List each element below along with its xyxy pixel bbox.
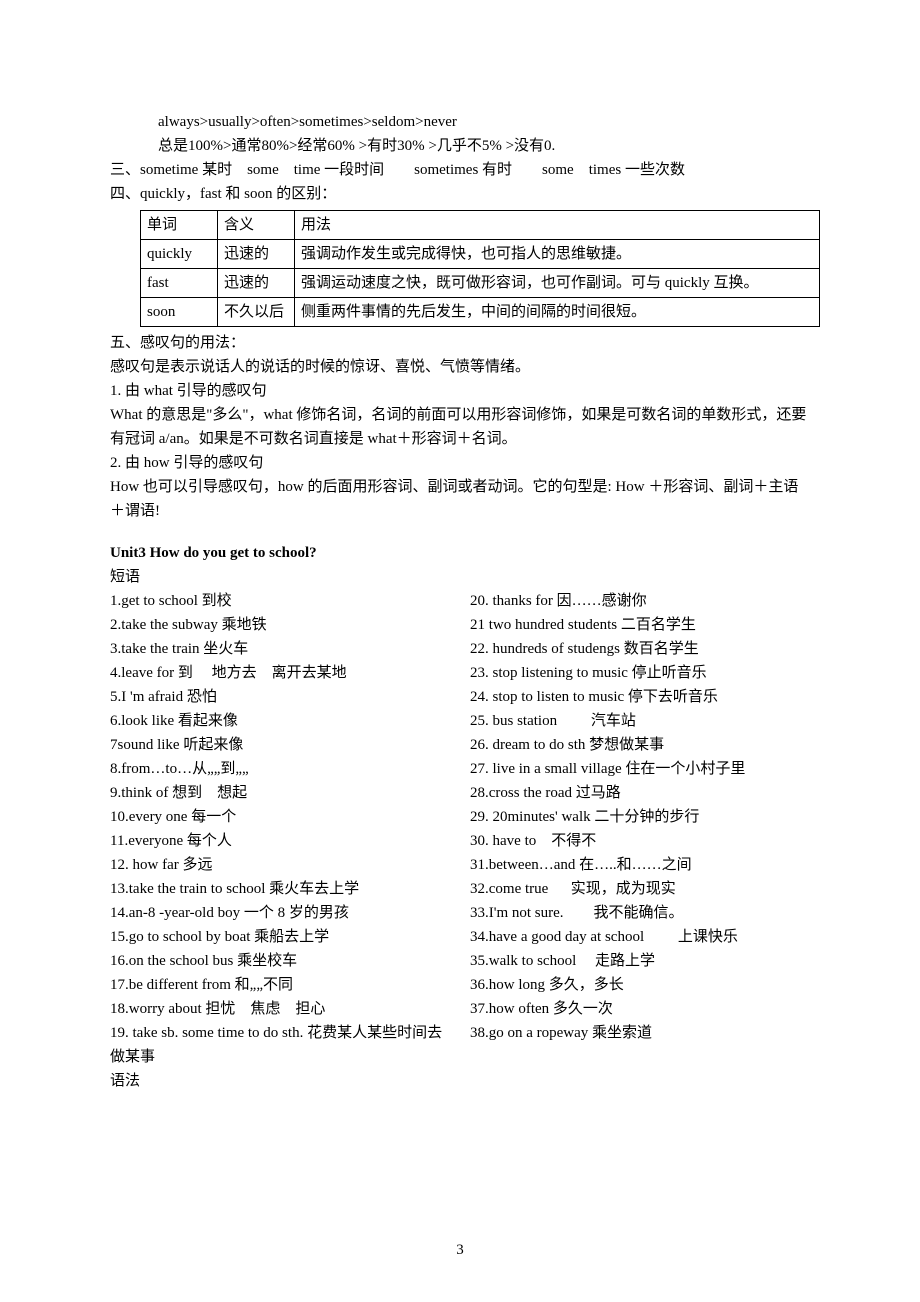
- table-header-meaning: 含义: [218, 211, 295, 240]
- unit3-phrases-label: 短语: [110, 565, 810, 589]
- point-4: 四、quickly，fast 和 soon 的区别：: [110, 182, 810, 206]
- list-item: 29. 20minutes' walk 二十分钟的步行: [470, 805, 810, 829]
- table-row: quickly 迅速的 强调动作发生或完成得快，也可指人的思维敏捷。: [141, 240, 820, 269]
- list-item: 30. have to 不得不: [470, 829, 810, 853]
- list-item: 35.walk to school 走路上学: [470, 949, 810, 973]
- list-item: 18.worry about 担忧 焦虑 担心: [110, 997, 450, 1021]
- table-header-word: 单词: [141, 211, 218, 240]
- unit3-right-column: 20. thanks for 因……感谢你 21 two hundred stu…: [470, 589, 810, 1069]
- list-item: 33.I'm not sure. 我不能确信。: [470, 901, 810, 925]
- cell-usage: 强调动作发生或完成得快，也可指人的思维敏捷。: [295, 240, 820, 269]
- list-item: 7sound like 听起来像: [110, 733, 450, 757]
- point-5-what-desc: What 的意思是"多么"，what 修饰名词，名词的前面可以用形容词修饰，如果…: [110, 403, 810, 451]
- list-item: 22. hundreds of studengs 数百名学生: [470, 637, 810, 661]
- table-row: soon 不久以后 侧重两件事情的先后发生，中间的间隔的时间很短。: [141, 298, 820, 327]
- list-item: 10.every one 每一个: [110, 805, 450, 829]
- point-5-how-desc: How 也可以引导感叹句，how 的后面用形容词、副词或者动词。它的句型是: H…: [110, 475, 810, 523]
- cell-meaning: 迅速的: [218, 269, 295, 298]
- list-item: 16.on the school bus 乘坐校车: [110, 949, 450, 973]
- list-item: 19. take sb. some time to do sth. 花费某人某些…: [110, 1021, 450, 1069]
- point-5-desc: 感叹句是表示说话人的说话的时候的惊讶、喜悦、气愤等情绪。: [110, 355, 810, 379]
- cell-meaning: 不久以后: [218, 298, 295, 327]
- cell-meaning: 迅速的: [218, 240, 295, 269]
- list-item: 15.go to school by boat 乘船去上学: [110, 925, 450, 949]
- cell-usage: 强调运动速度之快，既可做形容词，也可作副词。可与 quickly 互换。: [295, 269, 820, 298]
- list-item: 13.take the train to school 乘火车去上学: [110, 877, 450, 901]
- list-item: 24. stop to listen to music 停下去听音乐: [470, 685, 810, 709]
- list-item: 37.how often 多久一次: [470, 997, 810, 1021]
- table-row: fast 迅速的 强调运动速度之快，既可做形容词，也可作副词。可与 quickl…: [141, 269, 820, 298]
- list-item: 26. dream to do sth 梦想做某事: [470, 733, 810, 757]
- text-always-chain: always>usually>often>sometimes>seldom>ne…: [110, 110, 810, 134]
- list-item: 38.go on a ropeway 乘坐索道: [470, 1021, 810, 1045]
- list-item: 20. thanks for 因……感谢你: [470, 589, 810, 613]
- cell-word: quickly: [141, 240, 218, 269]
- list-item: 12. how far 多远: [110, 853, 450, 877]
- list-item: 11.everyone 每个人: [110, 829, 450, 853]
- point-5-title: 五、感叹句的用法：: [110, 331, 810, 355]
- text-percent-chain: 总是100%>通常80%>经常60% >有时30% >几乎不5% >没有0.: [110, 134, 810, 158]
- list-item: 34.have a good day at school 上课快乐: [470, 925, 810, 949]
- list-item: 27. live in a small village 住在一个小村子里: [470, 757, 810, 781]
- list-item: 9.think of 想到 想起: [110, 781, 450, 805]
- list-item: 31.between…and 在…..和……之间: [470, 853, 810, 877]
- list-item: 14.an-8 -year-old boy 一个 8 岁的男孩: [110, 901, 450, 925]
- list-item: 4.leave for 到 地方去 离开去某地: [110, 661, 450, 685]
- unit3-grammar-label: 语法: [110, 1069, 810, 1093]
- list-item: 25. bus station 汽车站: [470, 709, 810, 733]
- list-item: 3.take the train 坐火车: [110, 637, 450, 661]
- list-item: 6.look like 看起来像: [110, 709, 450, 733]
- list-item: 23. stop listening to music 停止听音乐: [470, 661, 810, 685]
- point-3: 三、sometime 某时 some time 一段时间 sometimes 有…: [110, 158, 810, 182]
- list-item: 8.from…to…从„„到„„: [110, 757, 450, 781]
- list-item: 28.cross the road 过马路: [470, 781, 810, 805]
- list-item: 17.be different from 和„„不同: [110, 973, 450, 997]
- list-item: 32.come true 实现，成为现实: [470, 877, 810, 901]
- list-item: 36.how long 多久，多长: [470, 973, 810, 997]
- word-comparison-table: 单词 含义 用法 quickly 迅速的 强调动作发生或完成得快，也可指人的思维…: [140, 210, 820, 327]
- page-number: 3: [0, 1238, 920, 1262]
- list-item: 2.take the subway 乘地铁: [110, 613, 450, 637]
- unit3-title: Unit3 How do you get to school?: [110, 541, 810, 565]
- cell-word: soon: [141, 298, 218, 327]
- table-header-usage: 用法: [295, 211, 820, 240]
- list-item: 21 two hundred students 二百名学生: [470, 613, 810, 637]
- point-5-how-title: 2. 由 how 引导的感叹句: [110, 451, 810, 475]
- cell-usage: 侧重两件事情的先后发生，中间的间隔的时间很短。: [295, 298, 820, 327]
- point-5-what-title: 1. 由 what 引导的感叹句: [110, 379, 810, 403]
- unit3-phrase-columns: 1.get to school 到校 2.take the subway 乘地铁…: [110, 589, 810, 1069]
- list-item: 1.get to school 到校: [110, 589, 450, 613]
- list-item: 5.I 'm afraid 恐怕: [110, 685, 450, 709]
- cell-word: fast: [141, 269, 218, 298]
- unit3-left-column: 1.get to school 到校 2.take the subway 乘地铁…: [110, 589, 450, 1069]
